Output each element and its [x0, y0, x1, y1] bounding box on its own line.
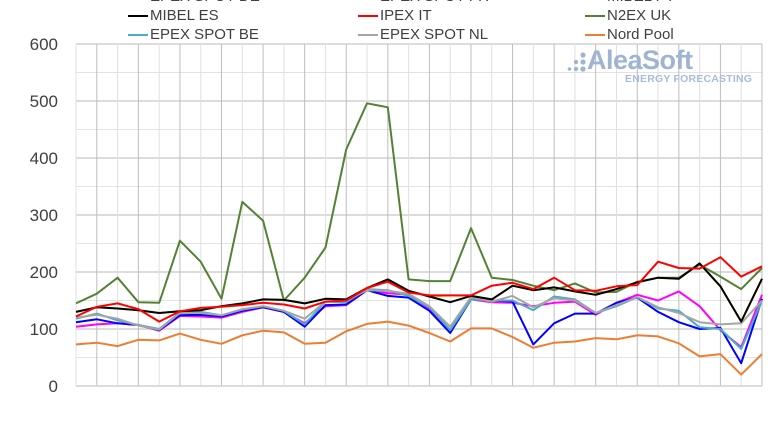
legend-label: IPEX IT: [380, 7, 432, 24]
y-axis-labels: 0 100 200 300 400 500 600: [30, 35, 58, 396]
legend-swatch: [128, 33, 148, 36]
legend-swatch: [128, 14, 148, 17]
legend-label: MIBEL ES: [150, 7, 219, 24]
legend-swatch: [585, 33, 605, 36]
legend-label: EPEX SPOT BE: [150, 26, 259, 43]
legend-swatch: [358, 33, 378, 36]
series-epex-spot-nl: [75, 289, 763, 331]
series-epex-spot-fr: [75, 289, 763, 349]
legend-swatch: [358, 14, 378, 17]
y-tick-label: 200: [30, 263, 58, 282]
y-tick-label: 300: [30, 206, 58, 225]
legend-item-nord-pool: Nord Pool: [585, 26, 674, 43]
legend-label: EPEX SPOT NL: [380, 26, 489, 43]
series-lines: [75, 102, 763, 376]
legend-item-epex-spot-fr: EPEX SPOT FR: [358, 0, 489, 5]
y-tick-label: 600: [30, 35, 58, 54]
legend-label: MIBEL PT: [607, 0, 675, 5]
legend-item-mibel-pt: MIBEL PT: [585, 0, 675, 5]
legend-item-epex-spot-be: EPEX SPOT BE: [128, 26, 259, 43]
legend-label: EPEX SPOT FR: [380, 0, 489, 5]
gridlines: [75, 43, 763, 387]
legend-item-ipex-it: IPEX IT: [358, 7, 432, 24]
series-epex-spot-be: [75, 288, 763, 350]
series-ipex-it: [75, 256, 763, 323]
y-tick-label: 0: [49, 377, 58, 396]
legend-item-epex-spot-de: EPEX SPOT DE: [128, 0, 260, 5]
y-tick-label: 100: [30, 320, 58, 339]
legend-item-mibel-es: MIBEL ES: [128, 7, 219, 24]
series-nord-pool: [75, 320, 763, 376]
series-n2ex-uk: [75, 102, 763, 305]
legend-swatch: [585, 14, 605, 17]
legend-label: EPEX SPOT DE: [150, 0, 260, 5]
chart-legend: EPEX SPOT DE EPEX SPOT FR MIBEL PT MIBEL…: [0, 0, 780, 48]
legend-item-n2ex-uk: N2EX UK: [585, 7, 671, 24]
y-tick-label: 400: [30, 149, 58, 168]
series-epex-spot-de: [75, 289, 763, 365]
legend-item-epex-spot-nl: EPEX SPOT NL: [358, 26, 488, 43]
legend-label: N2EX UK: [607, 7, 672, 24]
legend-label: Nord Pool: [607, 26, 674, 43]
y-tick-label: 500: [30, 92, 58, 111]
